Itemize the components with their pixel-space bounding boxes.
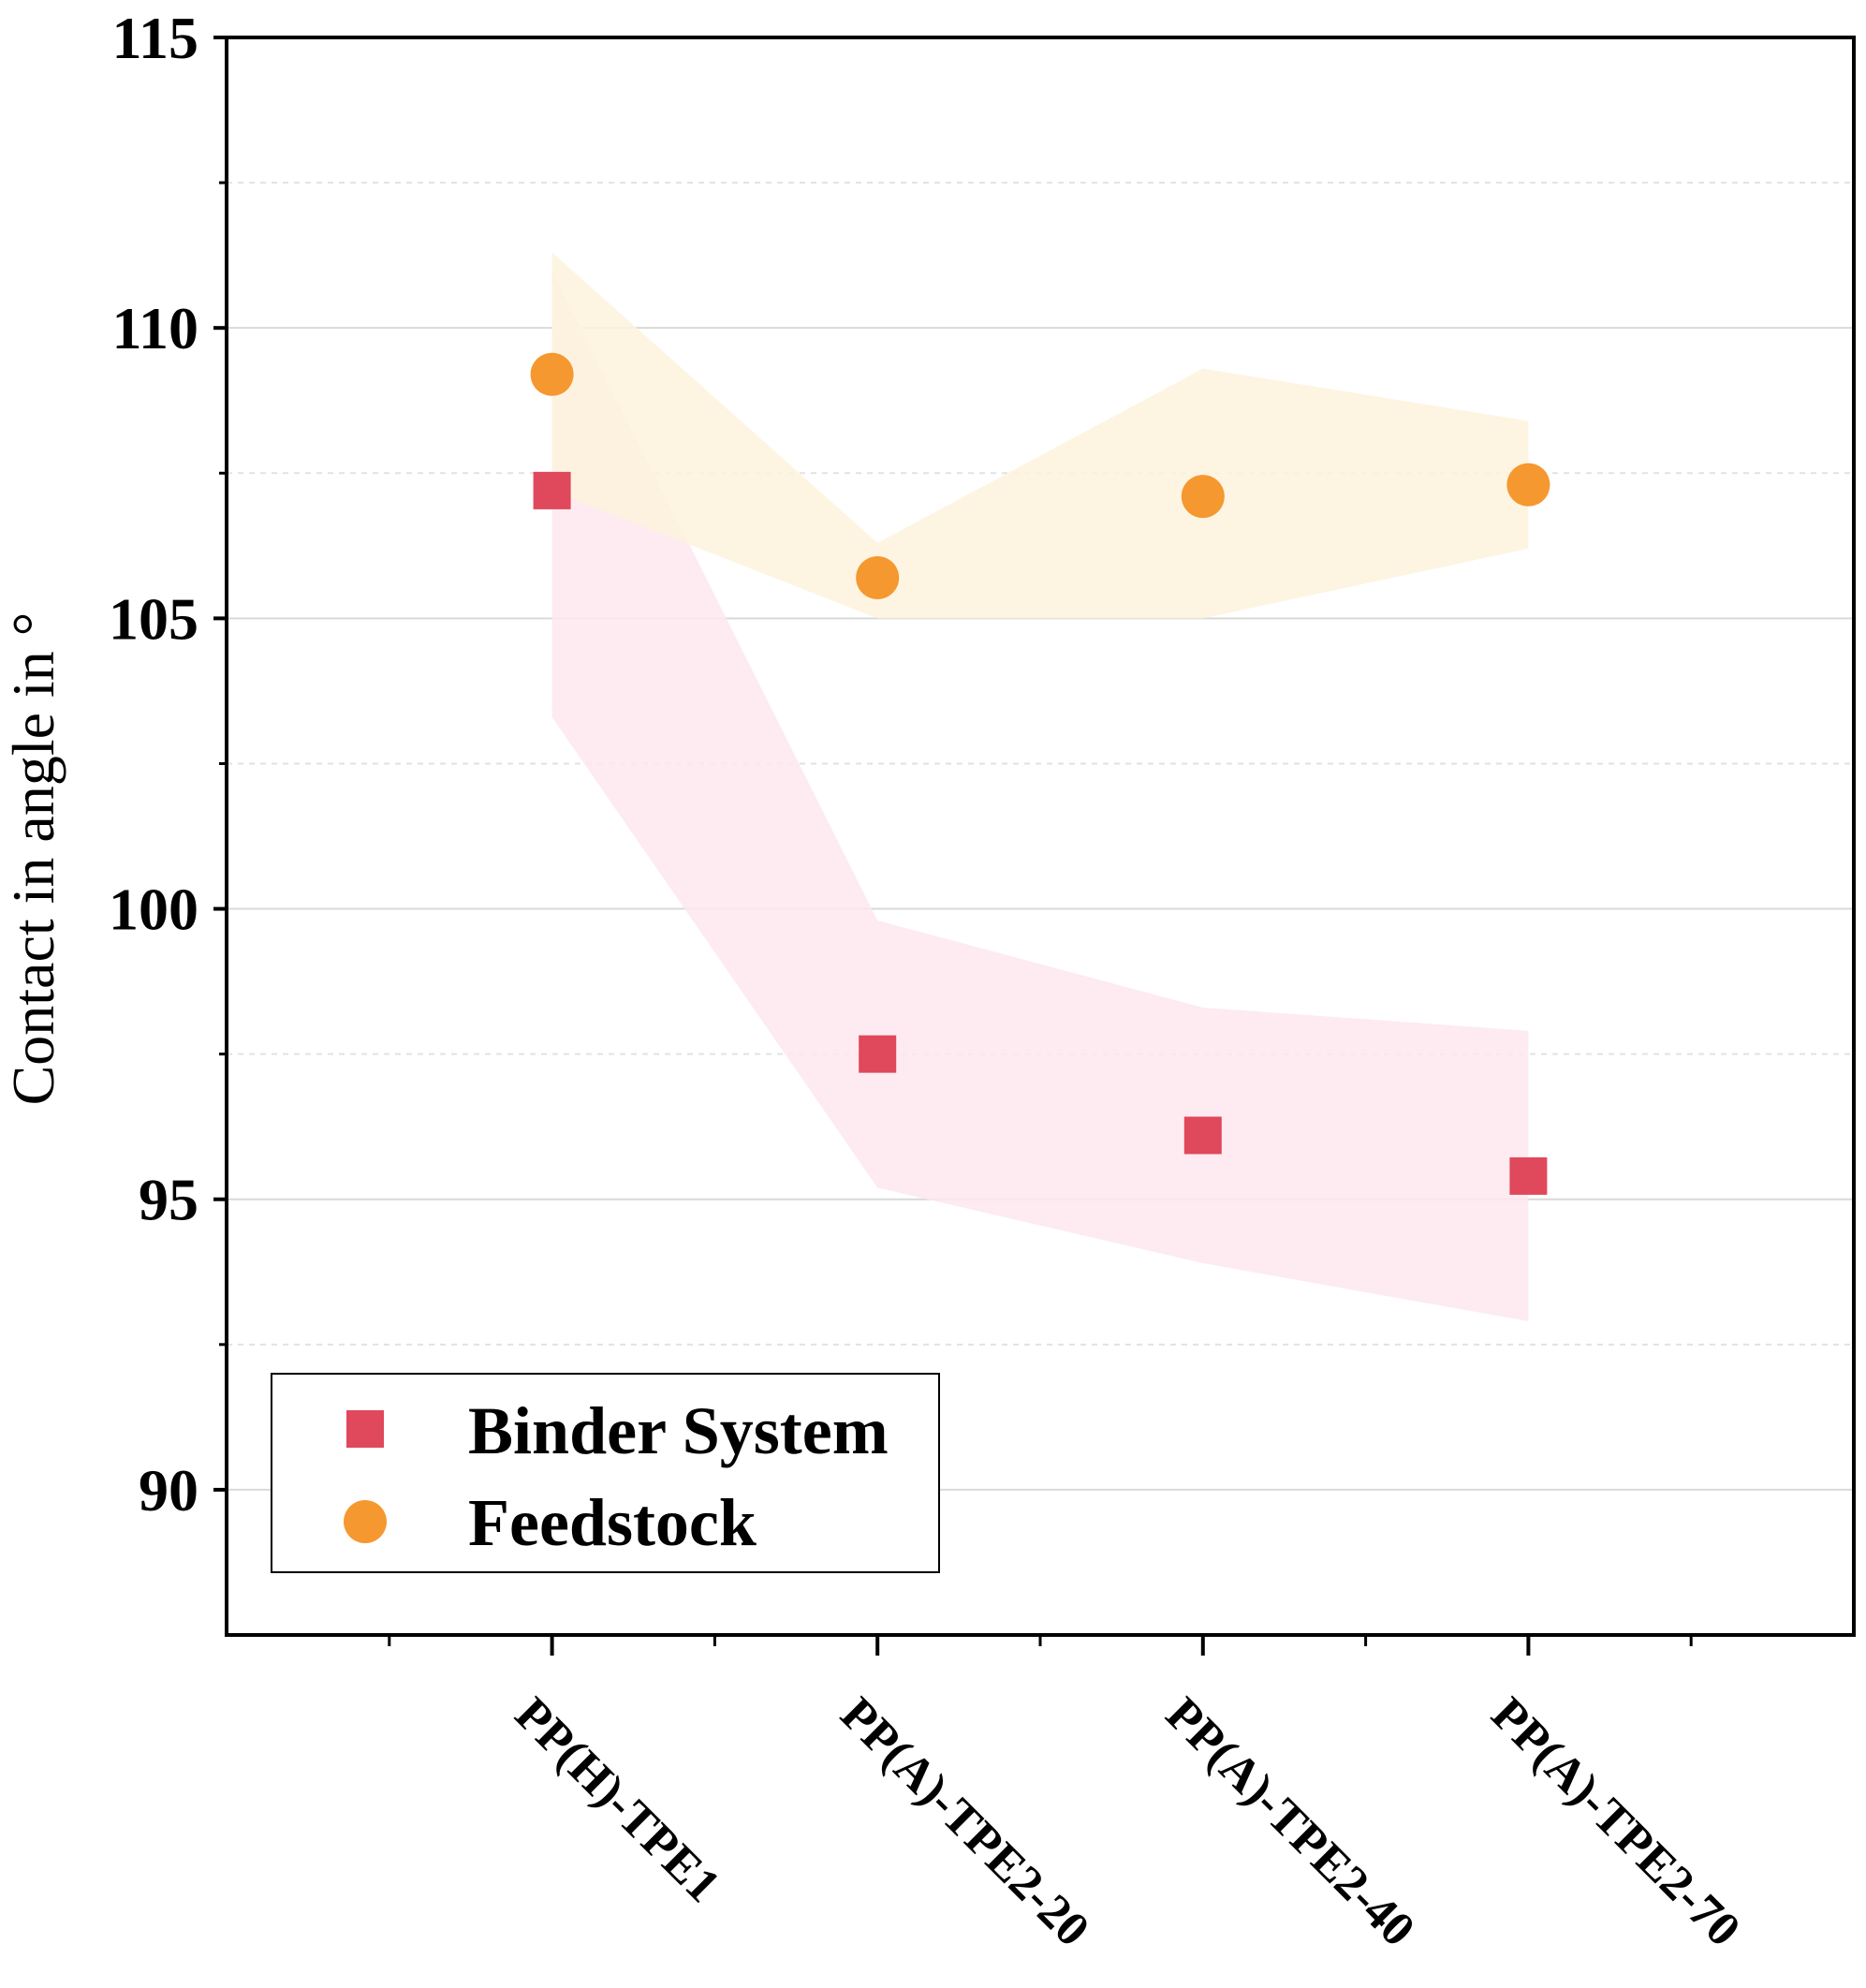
marker-binder-system: [1183, 1116, 1222, 1155]
legend-binder-system-label: Binder System: [468, 1393, 889, 1468]
x-tick-label: PP(A)-TPE2-40: [1155, 1687, 1424, 1956]
legend-feedstock-label: Feedstock: [468, 1485, 757, 1560]
axes: [213, 36, 1856, 1656]
y-tick-label: 100: [109, 876, 198, 943]
y-tick-label: 90: [139, 1457, 198, 1524]
marker-feedstock: [1181, 475, 1225, 519]
legend-feedstock-marker: [344, 1500, 387, 1543]
legend: Binder System Feedstock: [271, 1373, 940, 1573]
marker-feedstock: [1506, 463, 1550, 507]
legend-box: [271, 1373, 940, 1573]
y-tick-label: 95: [139, 1167, 198, 1233]
band-feedstock: [551, 252, 1529, 619]
marker-binder-system: [533, 471, 571, 509]
marker-feedstock: [530, 352, 574, 396]
y-axis-title: Contact in angle in °: [0, 612, 66, 1106]
legend-binder-system-marker: [346, 1410, 384, 1448]
x-tick-label: PP(H)-TPE1: [505, 1687, 729, 1912]
y-tick-label: 110: [112, 295, 198, 361]
y-tick-label: 115: [112, 5, 198, 71]
marker-binder-system: [1509, 1156, 1548, 1195]
band-binder-system: [551, 270, 1529, 1322]
grid-lines: [227, 37, 1854, 1491]
x-tick-label: PP(A)-TPE2-20: [830, 1687, 1099, 1956]
data-markers: [530, 352, 1550, 1195]
confidence-bands: [551, 252, 1529, 1322]
marker-binder-system: [859, 1035, 897, 1073]
marker-feedstock: [856, 555, 900, 599]
x-tick-label: PP(A)-TPE2-70: [1481, 1687, 1750, 1956]
y-tick-label: 105: [109, 585, 198, 652]
